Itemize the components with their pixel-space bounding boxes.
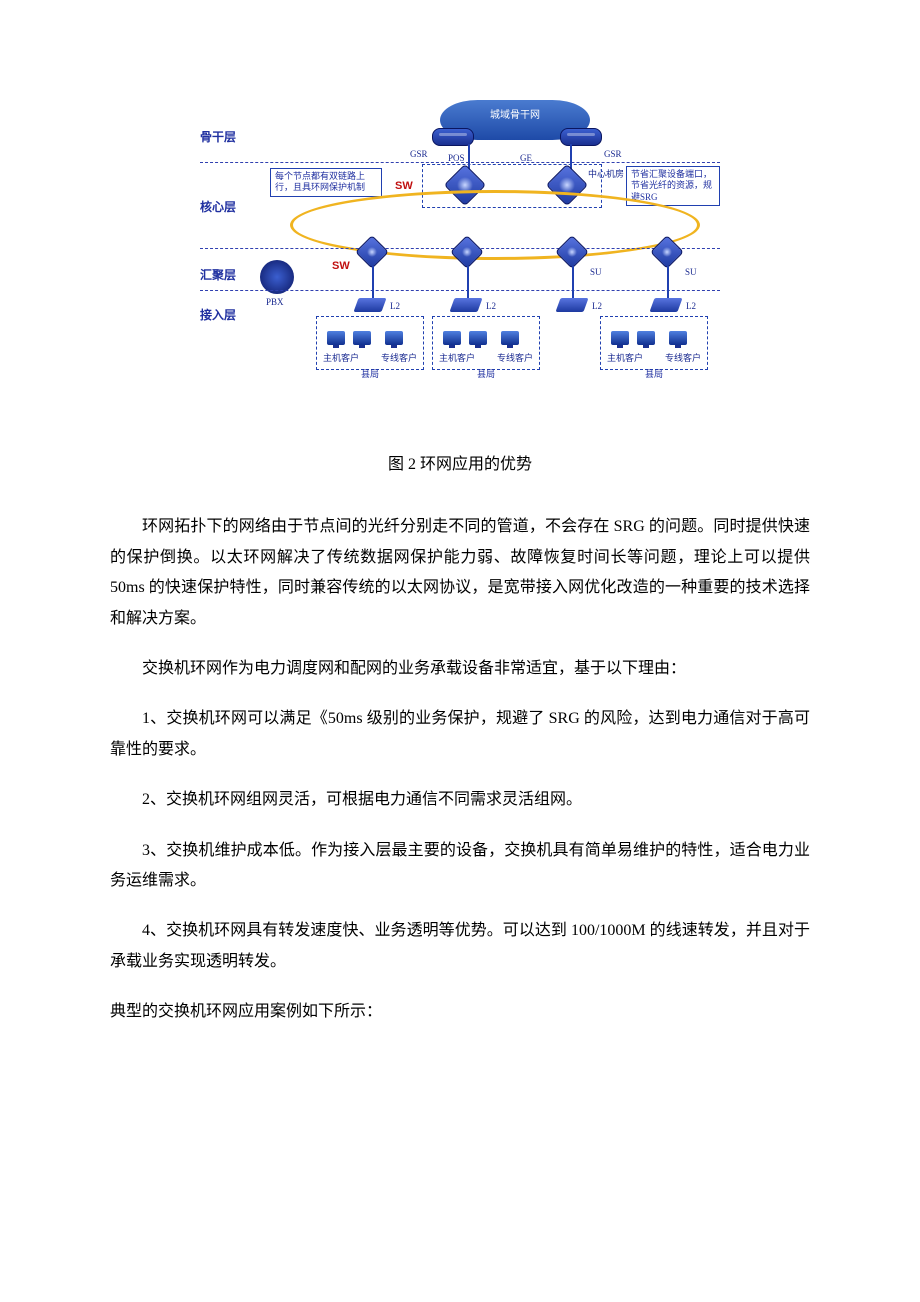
pbx-node	[260, 260, 294, 294]
l2-3	[555, 298, 588, 312]
l2-1	[353, 298, 386, 312]
figure-container: 城域骨干网 GSR GSR POS GE 骨干层 每个节点都有双链路上行，且具环…	[200, 100, 720, 390]
su-label-2: SU	[685, 264, 697, 281]
divider-1	[200, 162, 720, 163]
l2-2	[449, 298, 482, 312]
site-1: 主机客户 专线客户 县局	[316, 316, 424, 370]
l2-label-1: L2	[390, 298, 400, 315]
l2-4	[649, 298, 682, 312]
figure-caption: 图 2 环网应用的优势	[110, 450, 810, 480]
layer-backbone-label: 骨干层	[200, 126, 236, 149]
l2-label-4: L2	[686, 298, 696, 315]
layer-core-label: 核心层	[200, 196, 236, 219]
su-label-1: SU	[590, 264, 602, 281]
footer-line: 典型的交换机环网应用案例如下所示：	[110, 997, 810, 1027]
list-item-1: 1、交换机环网可以满足《50ms 级别的业务保护，规避了 SRG 的风险，达到电…	[110, 704, 810, 765]
sw-agg-label: SW	[332, 256, 350, 277]
gsr-left-label: GSR	[410, 146, 428, 163]
divider-3	[200, 290, 720, 291]
list-item-4: 4、交换机环网具有转发速度快、业务透明等优势。可以达到 100/1000M 的线…	[110, 916, 810, 977]
pbx-label: PBX	[266, 294, 284, 311]
l2-label-2: L2	[486, 298, 496, 315]
layer-access-label: 接入层	[200, 304, 236, 327]
gsr-right-label: GSR	[604, 146, 622, 163]
paragraph-2: 交换机环网作为电力调度网和配网的业务承载设备非常适宜，基于以下理由：	[110, 654, 810, 684]
site-3: 主机客户 专线客户 县局	[600, 316, 708, 370]
l2-label-3: L2	[592, 298, 602, 315]
network-diagram: 城域骨干网 GSR GSR POS GE 骨干层 每个节点都有双链路上行，且具环…	[200, 100, 720, 390]
callout-left: 每个节点都有双链路上行，且具环网保护机制	[270, 168, 382, 197]
core-ring	[290, 190, 700, 260]
site-2: 主机客户 专线客户 县局	[432, 316, 540, 370]
gsr-right-router	[560, 128, 602, 146]
list-item-3: 3、交换机维护成本低。作为接入层最主要的设备，交换机具有简单易维护的特性，适合电…	[110, 836, 810, 897]
layer-agg-label: 汇聚层	[200, 264, 236, 287]
paragraph-1: 环网拓扑下的网络由于节点间的光纤分别走不同的管道，不会存在 SRG 的问题。同时…	[110, 512, 810, 634]
list-item-2: 2、交换机环网组网灵活，可根据电力通信不同需求灵活组网。	[110, 785, 810, 815]
